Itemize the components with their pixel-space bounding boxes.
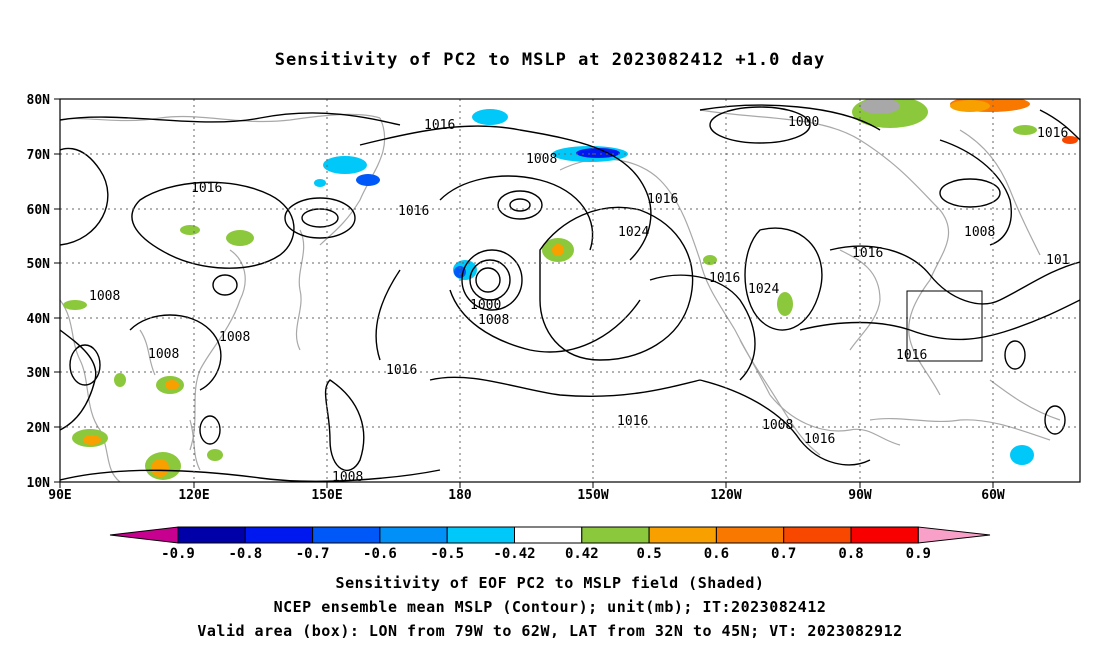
contour-label: 1008 (964, 225, 995, 240)
colorbar-label: 0.8 (838, 546, 863, 562)
latitude-labels: 80N 70N 60N 50N 40N 30N 20N 10N (27, 93, 51, 491)
colorbar-segment (244, 526, 314, 544)
contour-label: 1008 (332, 470, 363, 485)
colorbar-segment (446, 526, 516, 544)
colorbar-high-end (917, 526, 991, 544)
lat-label: 30N (27, 366, 51, 381)
plot-frame (59, 98, 1081, 483)
colorbar-label: 0.42 (565, 546, 599, 562)
colorbar-segment (648, 526, 717, 544)
contour-label: 1016 (647, 192, 678, 207)
contour-label: 1016 (896, 348, 927, 363)
contour-label: 1008 (89, 289, 120, 304)
colorbar-segment (783, 526, 852, 544)
colorbar-label: -0.8 (228, 546, 262, 562)
colorbar-label: 0.5 (636, 546, 661, 562)
tick-marks (54, 98, 994, 488)
colorbar-label: -0.42 (493, 546, 535, 562)
longitude-labels: 90E 120E 150E 180 150W 120W 90W 60W (48, 488, 1005, 503)
contour-label: 1024 (618, 225, 649, 240)
contour-labels: 1016 1000 1016 1016 1016 1008 1016 1024 … (89, 115, 1069, 485)
colorbar-label: -0.7 (296, 546, 330, 562)
contour-label: 1016 (804, 432, 835, 447)
map-title: Sensitivity of PC2 to MSLP at 2023082412… (274, 50, 826, 70)
contour-label: 1024 (748, 282, 779, 297)
contour-label: 1016 (709, 271, 740, 286)
mslp-contours (60, 104, 1080, 482)
colorbar: -0.9 -0.8 -0.7 -0.6 -0.5 -0.42 0.42 0.5 0.6 0.7 0.… (109, 526, 991, 562)
lon-label: 120E (178, 488, 209, 503)
contour-label: 1000 (470, 298, 501, 313)
lon-label: 60W (981, 488, 1005, 503)
lon-label: 150W (577, 488, 608, 503)
lon-label: 120W (710, 488, 741, 503)
grid-lines (60, 99, 1080, 482)
contour-label: 1008 (762, 418, 793, 433)
contour-label: 1008 (219, 330, 250, 345)
contour-label: 1016 (617, 414, 648, 429)
contour-label: 1000 (788, 115, 819, 130)
colorbar-label: 0.7 (771, 546, 796, 562)
lon-label: 90E (48, 488, 71, 503)
contour-label: 1016 (398, 204, 429, 219)
contour-label: 1008 (526, 152, 557, 167)
lon-label: 180 (448, 488, 472, 503)
lat-label: 20N (27, 421, 51, 436)
contour-label: 1008 (478, 313, 509, 328)
colorbar-segment (177, 526, 246, 544)
lat-label: 80N (27, 93, 51, 108)
colorbar-segment (581, 526, 650, 544)
contour-label: 1016 (852, 246, 883, 261)
colorbar-segment (850, 526, 919, 544)
sensitivity-shading (63, 99, 1078, 480)
caption-line-3: Valid area (box): LON from 79W to 62W, L… (197, 622, 903, 640)
lon-label: 90W (848, 488, 872, 503)
valid-area-box (906, 290, 983, 362)
lon-label: 150E (311, 488, 342, 503)
lat-label: 50N (27, 257, 51, 272)
lat-label: 40N (27, 312, 51, 327)
colorbar-segment (514, 526, 583, 544)
colorbar-label: 0.9 (906, 546, 931, 562)
colorbar-segment (379, 526, 448, 544)
colorbar-segment (312, 526, 381, 544)
colorbar-label: -0.6 (363, 546, 397, 562)
colorbar-low-end (109, 526, 179, 544)
colorbar-segment (715, 526, 785, 544)
caption-line-2: NCEP ensemble mean MSLP (Contour); unit(… (273, 598, 827, 616)
contour-label: 101 (1046, 253, 1069, 268)
caption-line-1: Sensitivity of EOF PC2 to MSLP field (Sh… (335, 574, 765, 592)
lat-label: 70N (27, 148, 51, 163)
colorbar-label: -0.9 (161, 546, 195, 562)
lat-label: 60N (27, 203, 51, 218)
contour-label: 1016 (191, 181, 222, 196)
contour-label: 1016 (386, 363, 417, 378)
lat-label: 10N (27, 476, 51, 491)
contour-label: 1008 (148, 347, 179, 362)
colorbar-label: 0.6 (704, 546, 729, 562)
contour-label: 1016 (424, 118, 455, 133)
contour-label: 1016 (1037, 126, 1068, 141)
colorbar-label: -0.5 (430, 546, 464, 562)
